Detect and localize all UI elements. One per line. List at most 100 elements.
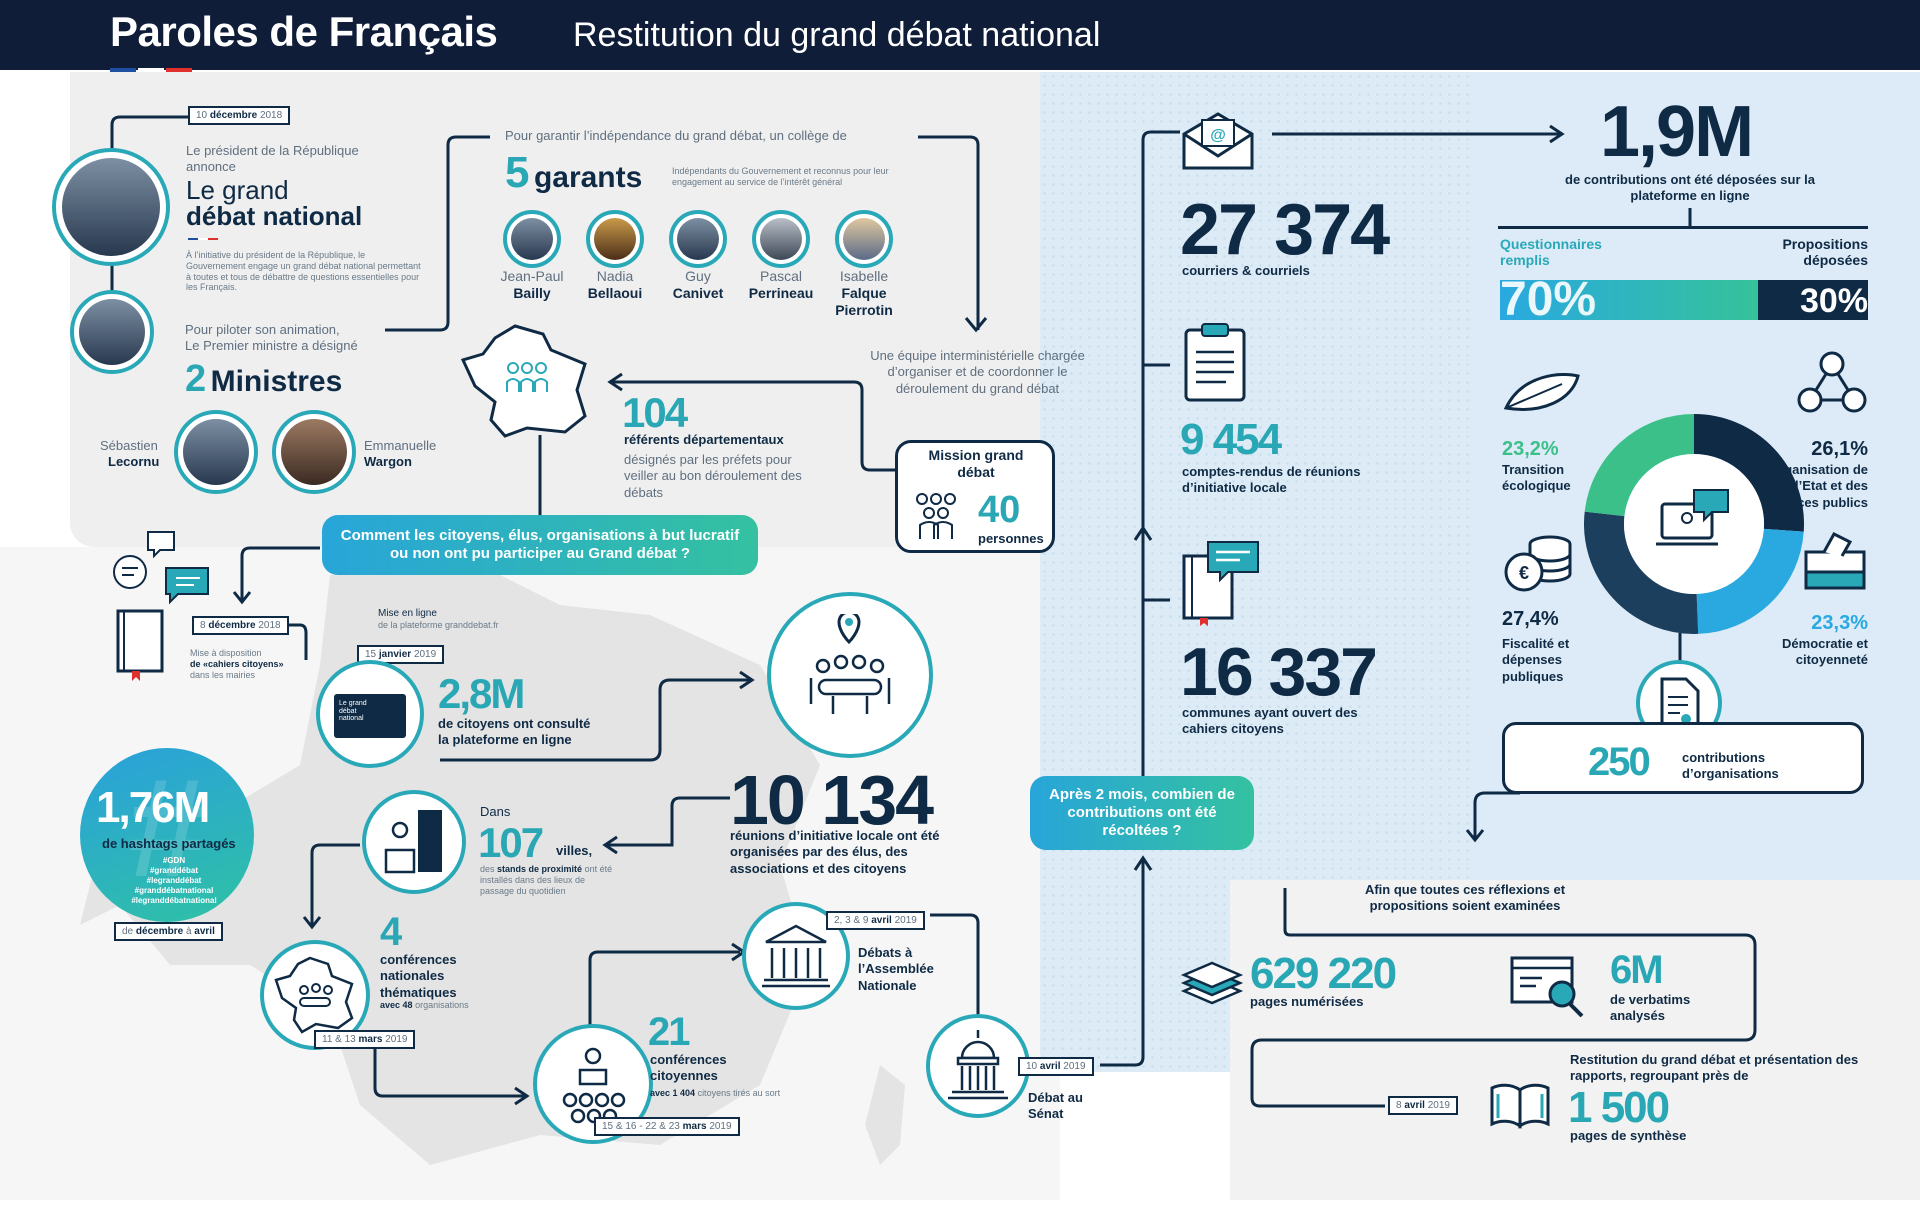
communes-num: 16 337 xyxy=(1180,634,1378,710)
hashtag-item: #granddébat xyxy=(149,866,198,875)
pages-label: pages numérisées xyxy=(1250,994,1364,1009)
villes-num: 107 xyxy=(478,819,544,866)
organisations-box xyxy=(1502,722,1864,794)
garant-portrait xyxy=(835,210,893,268)
ballot-box-icon xyxy=(1804,532,1866,590)
senate-dome-icon xyxy=(948,1030,1008,1100)
conf-cit-sub: avec 1 404 citoyens tirés au sort xyxy=(650,1088,781,1098)
theme4-label: Fiscalité et dépenses publiques xyxy=(1502,636,1570,684)
garant-portrait xyxy=(503,210,561,268)
restitution-label: pages de synthèse xyxy=(1570,1128,1687,1143)
date-badge-cahiers: 8 décembre 2018 xyxy=(192,616,289,635)
platform-screen-circle: Le grand débat national xyxy=(316,660,424,768)
conf-nat-label: conférences nationales thématiques xyxy=(380,952,457,1000)
villes-label: villes, xyxy=(556,843,593,858)
minister1-portrait xyxy=(174,410,258,494)
mission-team-text: Une équipe interministérielle chargée d’… xyxy=(870,348,1085,396)
reunions-num: 10 134 xyxy=(730,761,934,839)
envelope-icon: @ xyxy=(1182,112,1254,170)
garants-label: garants xyxy=(533,161,643,194)
cahiers-text-2: de «cahiers citoyens» xyxy=(190,658,284,669)
stand-icon xyxy=(384,810,442,874)
garant-item: Pascal Perrineau xyxy=(741,210,821,302)
date-badge-intro: 10 décembre 2018 xyxy=(188,106,291,125)
assemblee-label: Débats à l’Assemblée Nationale xyxy=(858,945,934,993)
garant-photo xyxy=(677,218,719,260)
minister2-portrait xyxy=(272,410,356,494)
referents-desc: désignés par les préfets pour veiller au… xyxy=(624,452,802,500)
theme4-pct: 27,4% xyxy=(1502,608,1559,630)
president-portrait xyxy=(52,148,170,266)
clipboard-icon xyxy=(1184,323,1246,402)
theme2-pct: 26,1% xyxy=(1811,438,1868,460)
book-comment-icon xyxy=(1182,541,1259,626)
hashtags-label: de hashtags partagés xyxy=(102,836,236,851)
date-badge-restitution: 8 avril 2019 xyxy=(1388,1096,1458,1115)
conf-nat-num: 4 xyxy=(380,910,402,954)
donut-slice xyxy=(1693,414,1804,532)
mission-box: Mission grand débat 40 personnes xyxy=(895,440,1055,553)
garant-name: Jean-Paul Bailly xyxy=(500,268,564,301)
garant-portrait xyxy=(586,210,644,268)
hashtags-circle: # xyxy=(80,748,254,922)
communes-label: communes ayant ouvert des cahiers citoye… xyxy=(1182,705,1358,737)
platform-label-2: la plateforme en ligne xyxy=(438,732,572,747)
minister2-photo xyxy=(281,419,347,485)
minister1-photo xyxy=(183,419,249,485)
pm-text-2: Le Premier ministre a désigné xyxy=(185,338,358,353)
ministers-count: 2 Ministres xyxy=(185,358,342,401)
villes-desc: des stands de proximité ont été installé… xyxy=(480,864,613,896)
theme3-pct: 23,3% xyxy=(1811,612,1868,634)
garant-portrait xyxy=(752,210,810,268)
theme3-label: Démocratie et citoyenneté xyxy=(1782,636,1868,668)
reunions-label: réunions d’initiative locale ont été org… xyxy=(730,828,940,876)
laptop-chat-icon xyxy=(1656,489,1729,546)
garants-num: 5 xyxy=(505,148,530,197)
organisation-network-icon xyxy=(1797,351,1867,413)
courriers-label: courriers & courriels xyxy=(1182,263,1310,278)
question-contributions: Après 2 mois, combien de contributions o… xyxy=(1030,776,1254,850)
examen-text: Afin que toutes ces réflexions et propos… xyxy=(1364,882,1566,914)
garant-name: Isabelle Falque Pierrotin xyxy=(835,268,893,318)
debate-line1: Le grand xyxy=(186,175,289,205)
garant-name: Pascal Perrineau xyxy=(748,268,814,301)
contributions-bar-left xyxy=(1500,280,1758,320)
minister2-first: Emmanuelle xyxy=(364,438,437,453)
garants-desc: Indépendants du Gouvernement et reconnus… xyxy=(672,166,889,187)
donut-slice xyxy=(1584,414,1695,517)
minister2-last: Wargon xyxy=(364,454,412,469)
flag-red xyxy=(166,68,192,72)
mini-flag xyxy=(188,238,218,240)
garant-item: Nadia Bellaoui xyxy=(575,210,655,302)
minister1-last: Lecornu xyxy=(108,454,160,469)
hashtag-watermark-icon: # xyxy=(128,749,206,906)
ministers-label: Ministres xyxy=(210,365,343,398)
paper-stack-icon xyxy=(1180,961,1244,1005)
flag-white xyxy=(138,68,164,72)
referents-num: 104 xyxy=(622,389,688,436)
euro-coins-icon: € xyxy=(1504,535,1572,592)
organisations-num: 250 xyxy=(1588,740,1651,784)
garant-portrait xyxy=(669,210,727,268)
minister1-first: Sébastien xyxy=(100,438,158,453)
france-meeting-icon xyxy=(274,956,354,1034)
france-people-icon xyxy=(460,324,587,438)
stand-circle xyxy=(362,790,466,894)
page-title: Paroles de Français xyxy=(110,8,498,55)
date-badge-platform: 15 janvier 2019 xyxy=(357,645,445,664)
garant-name: Nadia Bellaoui xyxy=(587,268,643,301)
hashtag-item: #legranddébat xyxy=(146,876,202,885)
senat-label: Débat au Sénat xyxy=(1028,1090,1083,1122)
president-text: Le président de la République annonce xyxy=(186,143,359,175)
date-badge-conf-nat: 11 & 13 mars 2019 xyxy=(314,1030,416,1049)
garants-count: 5 garants xyxy=(505,148,642,198)
restitution-text: Restitution du grand débat et présentati… xyxy=(1570,1052,1859,1084)
mission-label: personnes xyxy=(978,531,1044,546)
hashtag-item: #legranddébatnational xyxy=(131,896,217,905)
garant-item: Jean-Paul Bailly xyxy=(492,210,572,302)
date-badge-assemblee: 2, 3 & 9 avril 2019 xyxy=(826,911,925,930)
date-badge-senat: 10 avril 2019 xyxy=(1018,1057,1094,1076)
villes-prefix: Dans xyxy=(480,804,511,819)
donut-slice xyxy=(1695,528,1804,634)
